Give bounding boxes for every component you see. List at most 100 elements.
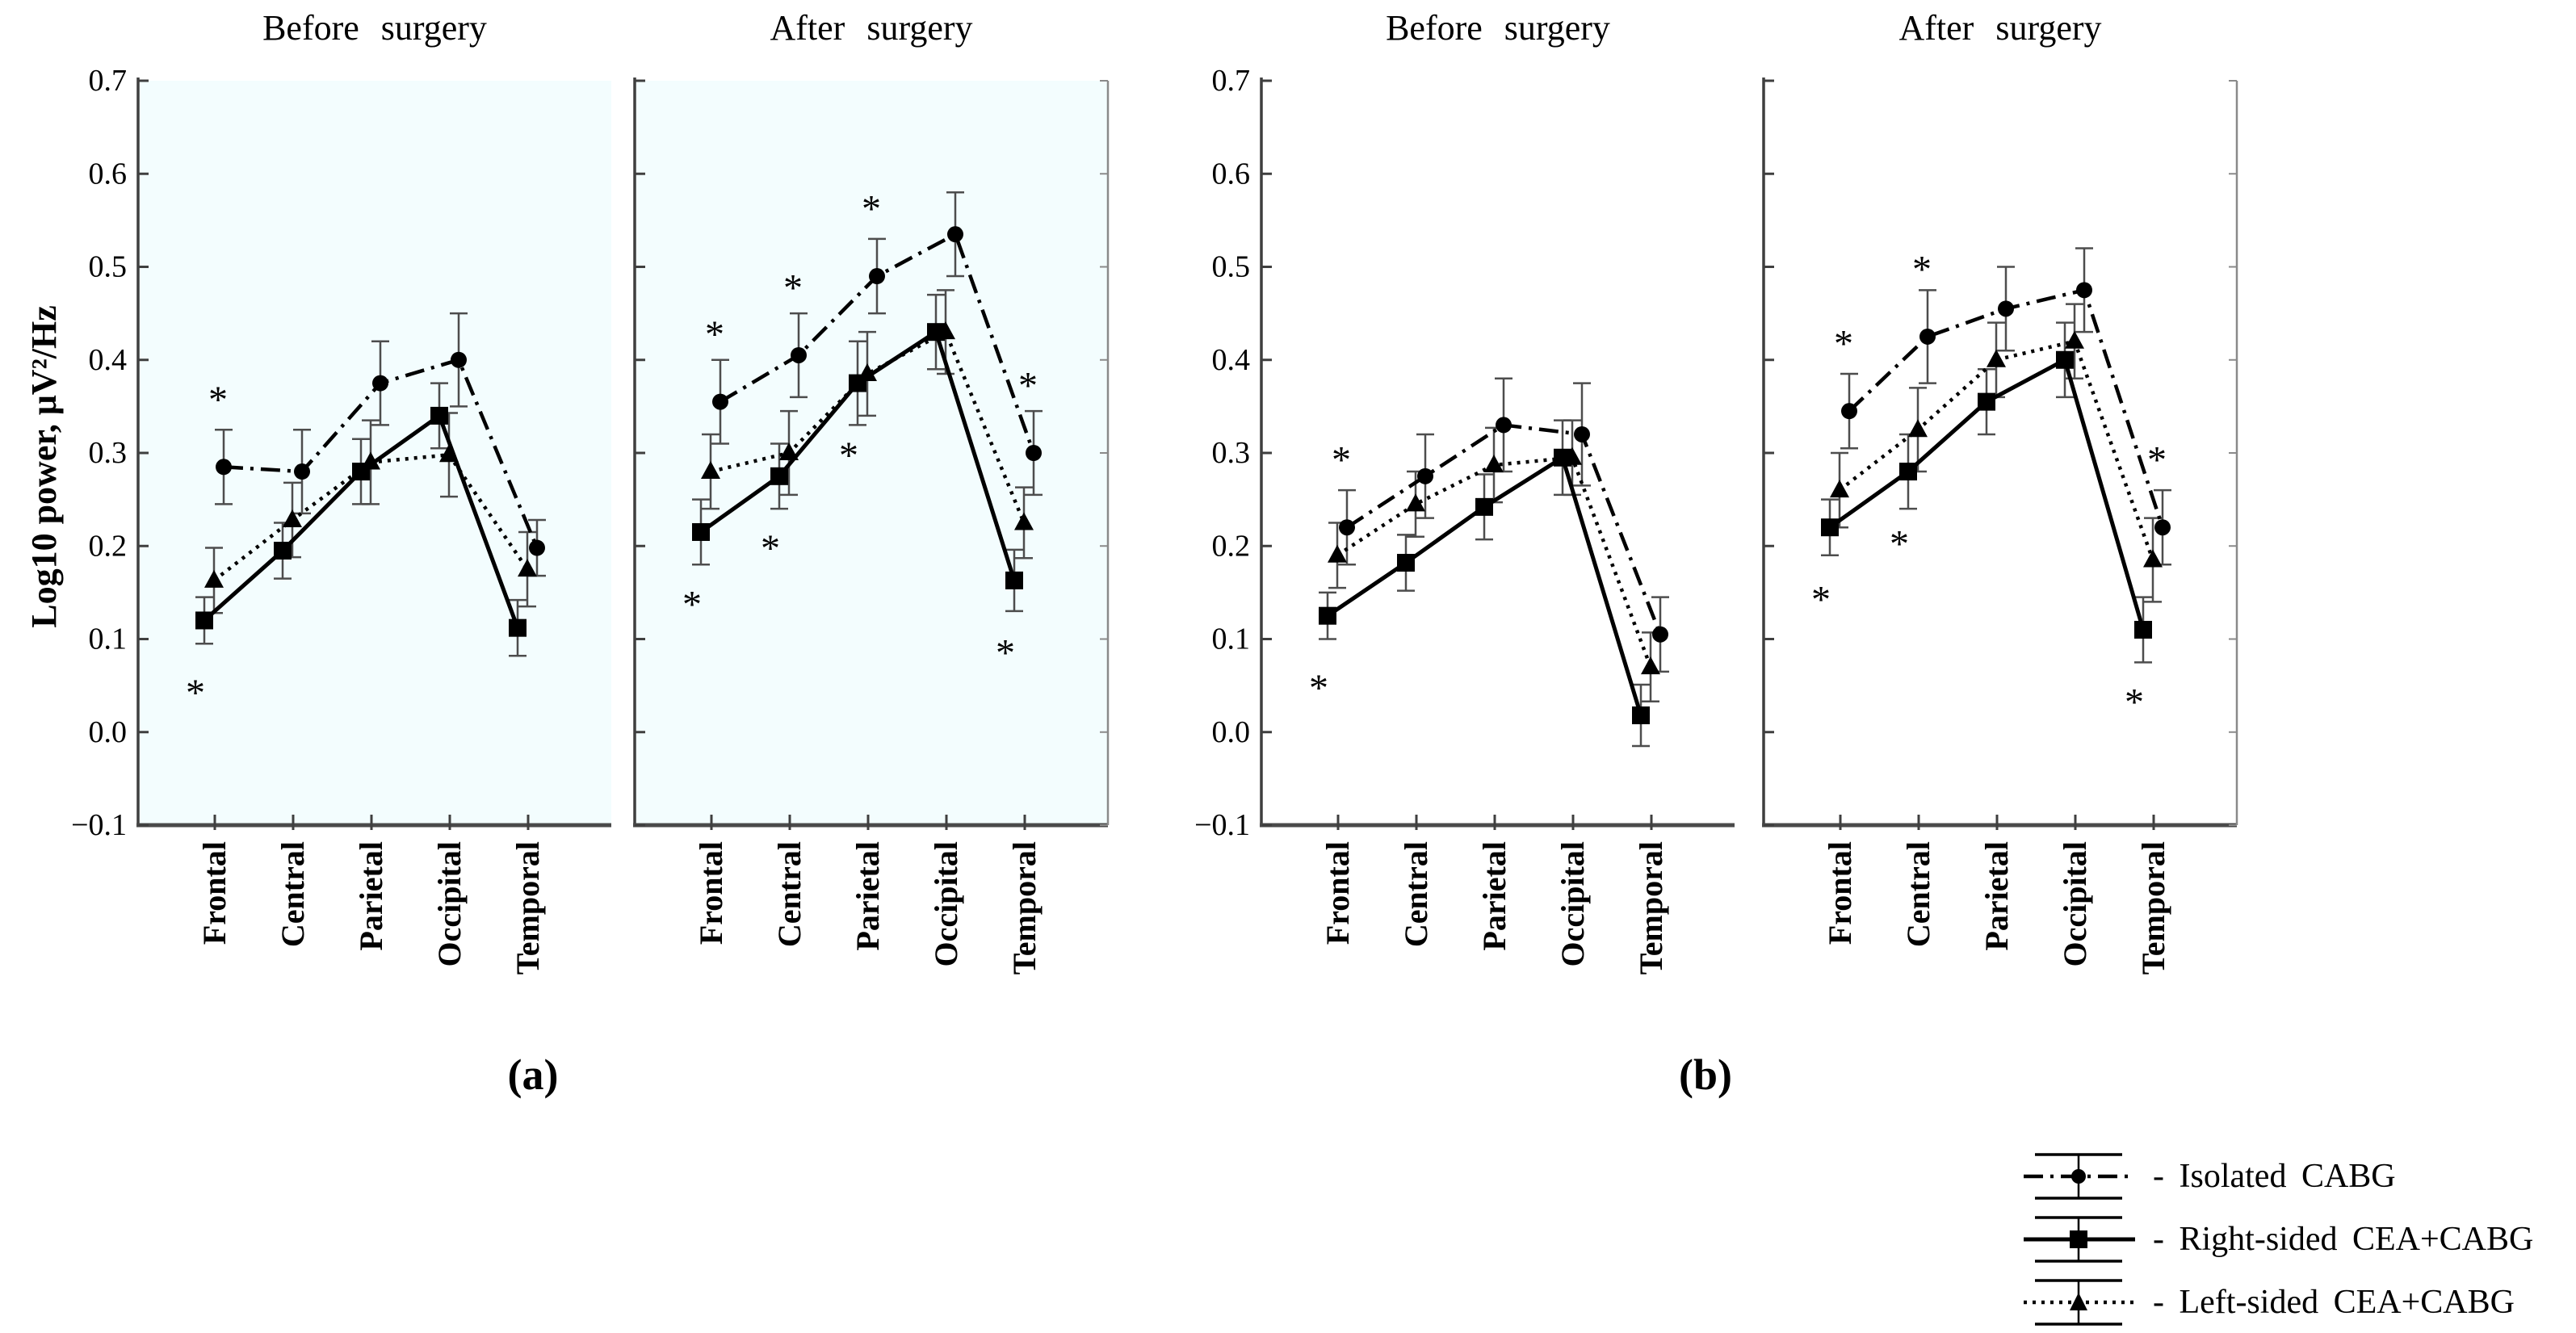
marker-circle-isolated-cabg xyxy=(1417,467,1433,484)
subplot-title-b-after: After surgery xyxy=(1898,8,2102,48)
marker-circle-isolated-cabg xyxy=(869,268,885,285)
legend-label-left-sided-cea-cabg: - Left-sided CEA+CABG xyxy=(2153,1284,2515,1321)
x-tick-label: Parietal xyxy=(1978,841,2015,951)
line-left-sided-cea-cabg xyxy=(1336,455,1653,668)
x-tick-label: Central xyxy=(1900,841,1936,947)
y-tick-label: 0.1 xyxy=(89,622,128,656)
marker-triangle-left-sided-cea-cabg xyxy=(2143,549,2163,568)
marker-circle-isolated-cabg xyxy=(947,226,963,243)
legend: - Isolated CABG - Right-sided CEA+CABG -… xyxy=(2020,1145,2533,1333)
marker-square-right-sided-cea-cabg xyxy=(770,467,788,485)
marker-triangle-left-sided-cea-cabg xyxy=(779,442,799,460)
marker-square-right-sided-cea-cabg xyxy=(2134,620,2152,639)
significance-asterisk: * xyxy=(1018,365,1038,408)
legend-symbol-svg xyxy=(2024,1216,2135,1263)
marker-triangle-left-sided-cea-cabg xyxy=(1406,493,1425,512)
marker-circle-isolated-cabg xyxy=(529,539,545,556)
line-left-sided-cea-cabg xyxy=(710,329,1026,524)
significance-asterisk: * xyxy=(1309,667,1328,710)
x-tick-label: Occipital xyxy=(1554,841,1591,967)
panel-label-a: (a) xyxy=(507,1050,559,1099)
significance-asterisk: * xyxy=(1834,323,1853,366)
marker-square-right-sided-cea-cabg xyxy=(1319,606,1336,625)
marker-triangle-left-sided-cea-cabg xyxy=(1987,349,2006,367)
significance-asterisk: * xyxy=(1332,439,1351,482)
y-tick-label: 0.3 xyxy=(89,436,128,470)
marker-triangle-left-sided-cea-cabg xyxy=(1328,544,1347,563)
legend-item-isolated-cabg: - Isolated CABG xyxy=(2020,1145,2533,1208)
subplot-title-b-before: Before surgery xyxy=(1386,8,1610,48)
marker-circle-isolated-cabg xyxy=(1652,626,1668,643)
x-tick-label: Parietal xyxy=(850,841,886,951)
marker-triangle-left-sided-cea-cabg xyxy=(1563,446,1582,465)
x-tick-label: Temporal xyxy=(1006,841,1043,975)
marker-circle-isolated-cabg xyxy=(2154,519,2171,536)
significance-asterisk: * xyxy=(1912,248,1932,291)
marker-square-right-sided-cea-cabg xyxy=(1397,553,1415,572)
significance-asterisk: * xyxy=(761,527,780,570)
marker-circle-isolated-cabg xyxy=(451,351,467,368)
marker-square-right-sided-cea-cabg xyxy=(1821,518,1839,537)
y-tick-label: 0.5 xyxy=(89,250,128,284)
y-tick-label: 0.2 xyxy=(89,529,128,563)
y-tick-label: −0.1 xyxy=(71,808,127,842)
plot-area xyxy=(138,81,611,825)
x-tick-label: Frontal xyxy=(196,841,233,945)
significance-asterisk: * xyxy=(839,434,858,477)
marker-triangle-left-sided-cea-cabg xyxy=(1830,480,1849,498)
legend-marker-triangle xyxy=(2070,1293,2087,1310)
x-tick-label: Occipital xyxy=(928,841,964,967)
marker-circle-isolated-cabg xyxy=(216,459,232,476)
y-tick-label: 0.1 xyxy=(1212,622,1251,656)
subplot-title-a-after: After surgery xyxy=(770,8,973,48)
y-tick-label: 0.4 xyxy=(89,343,128,377)
legend-symbol-square-icon xyxy=(2020,1209,2142,1269)
marker-triangle-left-sided-cea-cabg xyxy=(1484,454,1504,472)
significance-asterisk: * xyxy=(208,379,228,421)
marker-square-right-sided-cea-cabg xyxy=(1632,706,1650,725)
subplot-title-a-before: Before surgery xyxy=(262,8,487,48)
marker-circle-isolated-cabg xyxy=(372,375,388,392)
significance-asterisk: * xyxy=(705,313,724,356)
marker-triangle-left-sided-cea-cabg xyxy=(204,569,224,588)
marker-circle-isolated-cabg xyxy=(1496,417,1512,434)
y-tick-label: 0.6 xyxy=(89,157,128,191)
x-tick-label: Frontal xyxy=(1319,841,1356,945)
marker-triangle-left-sided-cea-cabg xyxy=(936,321,955,340)
y-tick-label: −0.1 xyxy=(1194,808,1250,842)
legend-label-right-sided-cea-cabg: - Right-sided CEA+CABG xyxy=(2153,1221,2534,1258)
legend-symbol-circle-icon xyxy=(2020,1146,2142,1206)
panel-label-b: (b) xyxy=(1679,1050,1732,1099)
significance-asterisk: * xyxy=(2147,439,2167,482)
significance-asterisk: * xyxy=(2125,681,2144,723)
marker-circle-isolated-cabg xyxy=(2076,282,2092,299)
legend-marker-circle xyxy=(2071,1169,2086,1184)
marker-circle-isolated-cabg xyxy=(1026,445,1042,461)
marker-square-right-sided-cea-cabg xyxy=(195,611,213,630)
marker-triangle-left-sided-cea-cabg xyxy=(701,461,720,480)
marker-circle-isolated-cabg xyxy=(1574,425,1590,442)
x-tick-label: Central xyxy=(1398,841,1434,947)
marker-circle-isolated-cabg xyxy=(1919,328,1936,345)
x-tick-label: Temporal xyxy=(2135,841,2171,975)
legend-item-right-sided-cea-cabg: - Right-sided CEA+CABG xyxy=(2020,1208,2533,1271)
marker-square-right-sided-cea-cabg xyxy=(1005,571,1023,589)
marker-triangle-left-sided-cea-cabg xyxy=(1014,512,1034,530)
significance-asterisk: * xyxy=(682,583,702,626)
legend-item-left-sided-cea-cabg: - Left-sided CEA+CABG xyxy=(2020,1271,2533,1333)
y-tick-label: 0.6 xyxy=(1212,157,1251,191)
y-tick-label: 0.0 xyxy=(89,715,128,749)
marker-square-right-sided-cea-cabg xyxy=(1978,392,1995,411)
y-tick-label: 0.7 xyxy=(89,64,128,98)
marker-triangle-left-sided-cea-cabg xyxy=(2065,330,2084,349)
y-tick-label: 0.2 xyxy=(1212,529,1251,563)
x-tick-label: Frontal xyxy=(1822,841,1858,945)
marker-triangle-left-sided-cea-cabg xyxy=(518,559,537,577)
x-tick-label: Parietal xyxy=(353,841,389,951)
marker-square-right-sided-cea-cabg xyxy=(2056,350,2074,369)
y-tick-label: 0.0 xyxy=(1212,715,1251,749)
x-tick-label: Central xyxy=(771,841,808,947)
x-tick-label: Temporal xyxy=(1633,841,1669,975)
